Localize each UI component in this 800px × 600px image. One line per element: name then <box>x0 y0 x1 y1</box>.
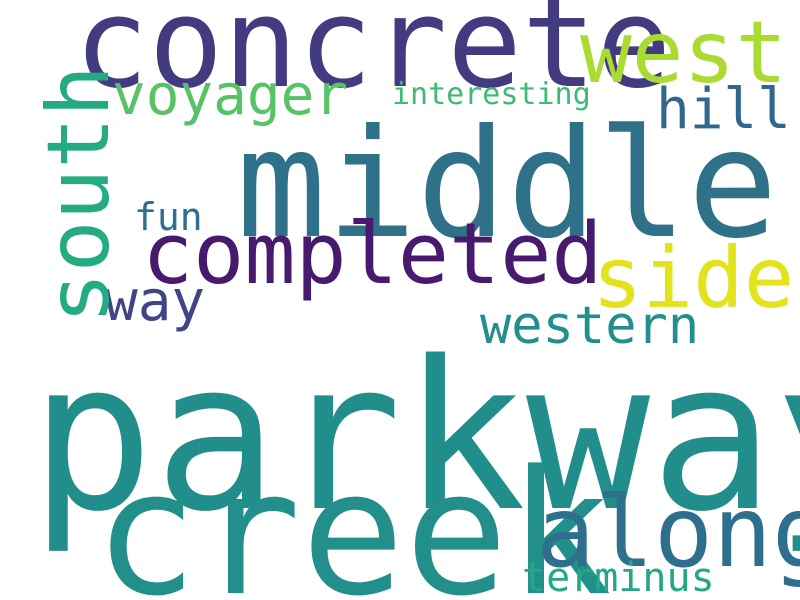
word-western: western <box>480 296 700 356</box>
word-terminus: terminus <box>522 555 715 600</box>
word-south: south <box>29 65 129 324</box>
word-creek: creek <box>94 433 612 600</box>
word-way: way <box>104 269 206 334</box>
word-middle: middle <box>236 98 778 272</box>
word-completed: completed <box>142 205 603 304</box>
word-hill: hill <box>656 77 791 142</box>
word-voyager: voyager <box>112 63 349 128</box>
word-west: west <box>580 3 788 103</box>
word-interesting: interesting <box>392 77 591 112</box>
word-along: along <box>536 476 800 590</box>
word-parkway: parkway <box>30 317 800 557</box>
word-side: side <box>592 229 795 327</box>
word-fun: fun <box>134 195 203 239</box>
word-concrete: concrete <box>74 0 672 116</box>
